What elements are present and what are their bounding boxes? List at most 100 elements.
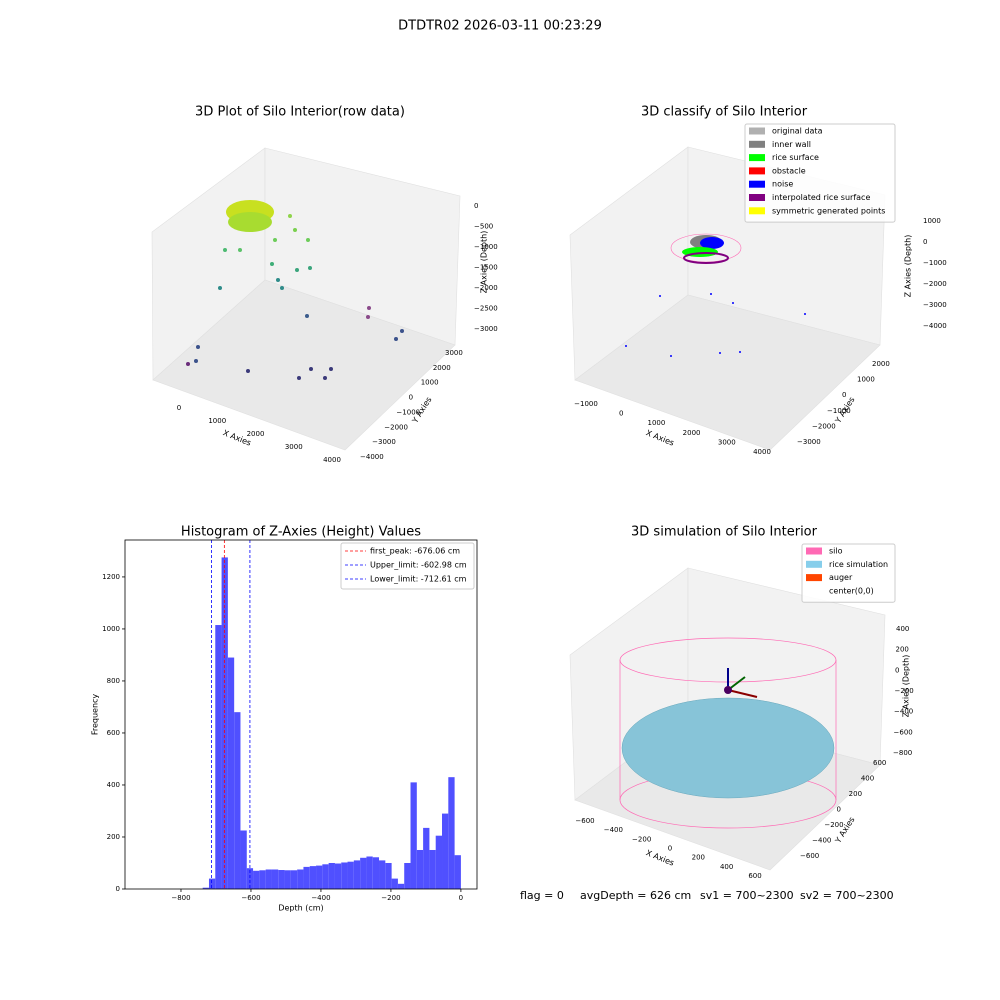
legend-label: inner wall [772,140,811,149]
x-tick-label: 2000 [247,430,265,438]
bar [341,862,348,889]
legend-label: rice simulation [829,560,888,569]
z-tick-label: −2000 [474,284,498,292]
bar [429,849,436,889]
bar [309,866,317,889]
legend-label: noise [772,180,793,189]
x-tick-label: −200 [632,835,651,843]
point-cloud [186,200,837,829]
legend-label: interpolated rice surface [772,193,870,202]
z-tick-label: −600 [894,728,913,736]
y-tick-label: 800 [107,677,120,685]
x-axis-label: Depth (cm) [278,904,323,913]
bar [397,883,405,889]
legend-label: silo [829,547,843,556]
z-tick-label: −1000 [923,259,947,267]
y-tick-label: −1000 [396,408,420,416]
bar [347,861,354,889]
bar [448,777,455,889]
x-tick-label: −600 [575,817,594,825]
z-tick-label: −2000 [923,280,947,288]
bar [360,857,367,889]
y-tick-label: −3000 [372,438,396,446]
z-tick-label: −200 [895,687,914,695]
y-tick-label: 400 [107,781,120,789]
y-tick-label: 0 [409,394,413,402]
z-tick-label: −4000 [923,322,947,330]
z-tick-label: 400 [896,625,909,633]
x-tick-label: −200 [381,894,400,902]
x-tick-label: 0 [177,404,181,412]
y-tick-label: 1000 [857,376,875,384]
bar [278,870,285,889]
bar [435,835,443,889]
status-text: sv2 = 700~2300 [800,889,894,902]
x-tick-label: −400 [311,894,330,902]
x-tick-label: 1000 [647,419,665,427]
y-tick-label: 600 [107,729,120,737]
legend-label: center(0,0) [829,586,874,595]
bar [227,657,235,889]
x-tick-label: −800 [171,894,190,902]
status-text: avgDepth = 626 cm [580,889,691,902]
bar [391,878,398,889]
legend-box [340,542,475,590]
y-tick-label: 200 [849,790,862,798]
bar [353,860,361,889]
z-tick-label: −2500 [474,305,498,313]
z-tick-label: 0 [923,238,927,246]
y-tick-label: 0 [837,806,841,814]
z-tick-label: −400 [894,708,913,716]
bar [271,869,279,889]
legend-label: Upper_limit: -602.98 cm [370,561,467,570]
bar [259,870,266,889]
x-tick-label: 3000 [285,443,303,451]
bar [297,869,304,889]
z-tick-label: −500 [474,223,493,231]
bar [416,849,424,889]
z-tick-label: 0 [895,666,899,674]
bar [215,625,222,889]
legend-label: original data [772,127,823,136]
bar [240,830,247,889]
y-tick-label: 1000 [421,379,439,387]
bar [246,868,254,889]
bar [410,782,417,889]
bar [385,862,392,889]
bar [265,869,272,889]
bar [253,870,260,889]
z-axis-label: Z Axies (Depth) [904,235,913,298]
y-axis-label: Frequency [91,694,100,736]
y-tick-label: 400 [861,775,874,783]
legend-swatch [749,140,765,148]
y-tick-label: −2000 [384,423,408,431]
bar [404,862,411,889]
z-tick-label: −1000 [474,243,498,251]
x-tick-label: 1000 [208,417,226,425]
legend-box [744,123,896,223]
y-tick-label: 600 [873,759,886,767]
x-tick-label: −1000 [574,400,598,408]
plot-frame [124,539,478,890]
bar [322,864,329,889]
chart-title: Histogram of Z-Axies (Height) Values [181,525,421,540]
legend-label: symmetric generated points [772,206,885,215]
status-text: flag = 0 [520,889,564,902]
z-axis-label: Z Axies (Depth) [902,655,911,718]
bar [442,813,449,889]
chart-title: 3D simulation of Silo Interior [631,525,818,540]
z-tick-label: −800 [893,749,912,757]
x-tick-label: 0 [619,410,623,418]
x-tick-label: 0 [668,845,672,853]
bar [234,712,241,889]
legend-swatch [806,560,822,568]
x-tick-label: −400 [604,826,623,834]
bar [303,866,310,889]
y-tick-label: 1000 [102,625,120,633]
legend-swatch [749,167,765,175]
bar [423,827,430,889]
x-tick-label: 400 [720,863,733,871]
y-tick-label: −3000 [797,438,821,446]
z-tick-label: −3000 [474,325,498,333]
